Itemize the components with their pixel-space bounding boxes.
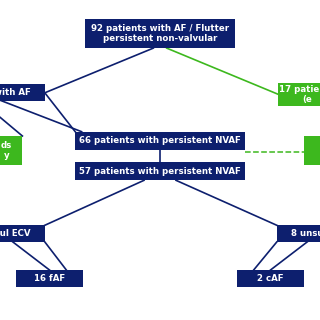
Text: 17 patients
(e: 17 patients (e — [279, 85, 320, 104]
Text: 2 cAF: 2 cAF — [257, 274, 284, 283]
Text: ds
y: ds y — [1, 141, 12, 160]
FancyBboxPatch shape — [75, 162, 245, 180]
FancyBboxPatch shape — [0, 225, 45, 242]
FancyBboxPatch shape — [277, 225, 320, 242]
FancyBboxPatch shape — [0, 136, 22, 165]
Text: with AF: with AF — [0, 88, 31, 97]
FancyBboxPatch shape — [237, 270, 304, 287]
FancyBboxPatch shape — [0, 84, 45, 101]
Text: 57 patients with persistent NVAF: 57 patients with persistent NVAF — [79, 167, 241, 176]
FancyBboxPatch shape — [278, 83, 320, 106]
FancyBboxPatch shape — [304, 136, 320, 165]
Text: 66 patients with persistent NVAF: 66 patients with persistent NVAF — [79, 136, 241, 145]
FancyBboxPatch shape — [85, 19, 235, 48]
Text: 92 patients with AF / Flutter
persistent non-valvular: 92 patients with AF / Flutter persistent… — [91, 24, 229, 43]
Text: 16 fAF: 16 fAF — [34, 274, 65, 283]
FancyBboxPatch shape — [16, 270, 83, 287]
Text: ful ECV: ful ECV — [0, 229, 30, 238]
Text: 8 unsu: 8 unsu — [291, 229, 320, 238]
FancyBboxPatch shape — [75, 132, 245, 150]
